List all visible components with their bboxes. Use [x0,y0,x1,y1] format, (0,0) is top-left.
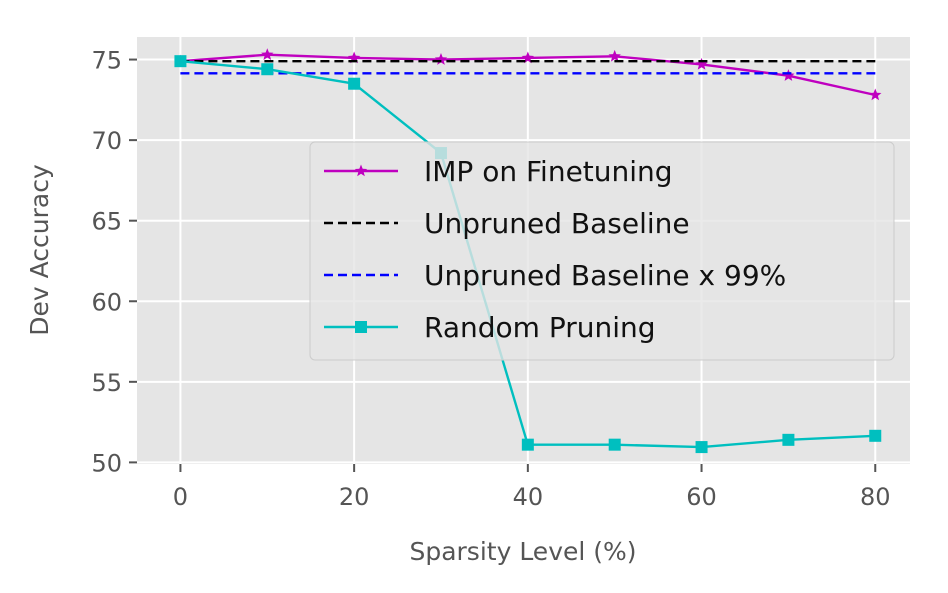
legend-label: Unpruned Baseline x 99% [424,259,786,292]
data-point [434,53,448,65]
legend-item-unpruned-baseline-x-99: Unpruned Baseline x 99% [324,259,786,292]
legend-item-random-pruning: Random Pruning [324,311,656,344]
y-tick-label: 55 [91,369,122,397]
y-tick-label: 65 [91,208,122,236]
data-point [347,51,361,64]
legend: IMP on Finetuning Unpruned Baseline Unprun… [309,141,895,361]
data-point [869,88,882,101]
x-tick-label: 20 [339,483,370,511]
data-point [608,49,621,62]
legend-box [309,141,895,361]
data-point [348,77,361,90]
data-point [261,48,274,60]
data-point [521,51,535,64]
x-tick-label: 80 [860,483,891,511]
legend-item-imp-on-finetuning: IMP on Finetuning [324,155,673,188]
data-point [695,441,708,454]
data-point [261,63,274,76]
y-tick-label: 50 [91,449,122,477]
y-axis-label: Dev Accuracy [25,164,54,336]
legend-label: Unpruned Baseline [424,207,690,240]
data-point [608,438,621,451]
x-tick-label: 40 [513,483,544,511]
legend-label: Random Pruning [424,311,656,344]
data-point [782,433,795,446]
x-tick-label: 60 [686,483,717,511]
legend-marker [355,321,367,333]
x-tick-label: 0 [173,483,188,511]
series-imp-on-finetuning [174,48,882,101]
x-axis-label: Sparsity Level (%) [409,537,636,566]
data-point [782,69,795,81]
axis-ticks: 0 20 40 60 80 50 55 60 65 70 75 [91,47,890,511]
data-point [521,438,534,451]
data-point [695,57,708,70]
data-point [869,429,882,442]
legend-marker [354,164,368,177]
legend-item-unpruned-baseline: Unpruned Baseline [324,207,690,240]
y-tick-label: 75 [91,47,122,75]
series-group [174,48,882,454]
y-tick-label: 60 [91,288,122,316]
data-point [174,55,187,68]
y-tick-label: 70 [91,127,122,155]
legend-label: IMP on Finetuning [424,155,673,188]
